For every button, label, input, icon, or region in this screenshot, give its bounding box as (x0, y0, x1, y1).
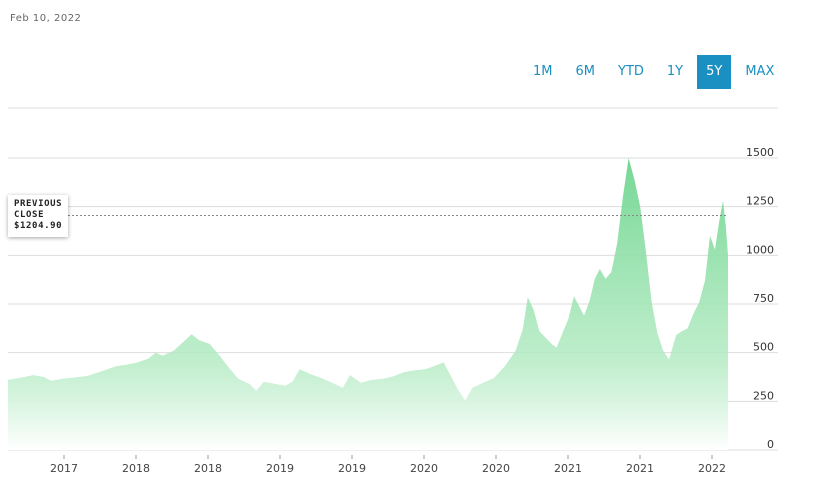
y-tick-label: 0 (767, 438, 774, 451)
y-tick-label: 750 (753, 292, 774, 305)
range-6m-button[interactable]: 6M (575, 64, 596, 79)
x-tick-label: 2018 (122, 462, 150, 475)
y-tick-label: 1250 (746, 195, 774, 208)
y-tick-label: 1500 (746, 146, 774, 159)
x-tick-label: 2017 (50, 462, 78, 475)
range-selector: 1M 6M YTD 1Y 5Y MAX (524, 55, 788, 89)
range-max-button[interactable]: MAX (745, 64, 775, 79)
chart-date: Feb 10, 2022 (10, 13, 82, 24)
x-tick-label: 2020 (482, 462, 510, 475)
y-tick-label: 500 (753, 341, 774, 354)
range-ytd-button[interactable]: YTD (618, 64, 644, 79)
x-tick-label: 2018 (194, 462, 222, 475)
previous-close-line1: PREVIOUS (14, 199, 63, 209)
previous-close-label: PREVIOUS CLOSE $1204.90 (8, 195, 69, 237)
x-tick-label: 2021 (554, 462, 582, 475)
range-1y-button[interactable]: 1Y (666, 64, 684, 79)
y-tick-label: 1000 (746, 243, 774, 256)
x-tick-label: 2019 (338, 462, 366, 475)
x-tick-label: 2022 (698, 462, 726, 475)
previous-close-line2: CLOSE (14, 210, 45, 220)
range-5y-button[interactable]: 5Y (697, 55, 732, 89)
x-tick-label: 2019 (266, 462, 294, 475)
y-tick-label: 250 (753, 389, 774, 402)
previous-close-value: $1204.90 (14, 221, 63, 231)
price-area (8, 158, 728, 450)
x-tick-label: 2021 (626, 462, 654, 475)
x-tick-label: 2020 (410, 462, 438, 475)
range-1m-button[interactable]: 1M (533, 64, 553, 79)
